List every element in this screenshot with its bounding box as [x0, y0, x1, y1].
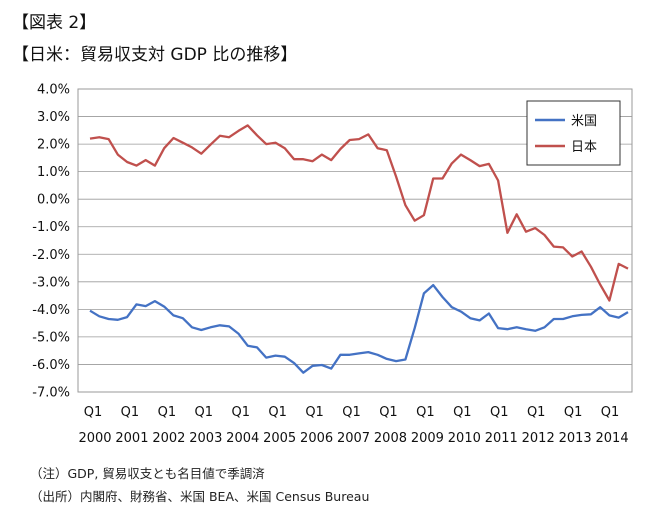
figure-label: 【図表 2】 [12, 13, 97, 33]
legend-box [526, 100, 621, 166]
y-tick-label: 1.0% [37, 165, 70, 180]
y-tick-label: -3.0% [32, 275, 70, 290]
y-tick-label: -7.0% [32, 386, 70, 401]
y-tick-label: 2.0% [37, 138, 70, 153]
x-tick-quarter-label: Q1 [231, 405, 250, 420]
y-tick-label: -1.0% [32, 220, 70, 235]
x-tick-quarter-label: Q1 [84, 405, 103, 420]
x-tick-year-label: 2010 [448, 431, 481, 446]
x-tick-year-label: 2001 [115, 431, 148, 446]
x-tick-quarter-label: Q1 [416, 405, 435, 420]
x-tick-year-label: 2007 [337, 431, 370, 446]
y-tick-label: 4.0% [37, 83, 70, 98]
x-tick-quarter-label: Q1 [601, 405, 620, 420]
y-tick-label: -4.0% [32, 303, 70, 318]
x-tick-year-label: 2009 [411, 431, 444, 446]
y-tick-label: 3.0% [37, 110, 70, 125]
x-tick-year-label: 2005 [263, 431, 296, 446]
x-tick-year-label: 2000 [78, 431, 111, 446]
y-tick-label: -6.0% [32, 358, 70, 373]
x-tick-quarter-label: Q1 [268, 405, 287, 420]
note-annotation: （注）GDP, 貿易収支とも名目値で季調済 [30, 466, 265, 481]
x-tick-year-label: 2008 [374, 431, 407, 446]
series-line-japan [89, 124, 629, 302]
x-tick-quarter-label: Q1 [195, 405, 214, 420]
y-tick-label: 0.0% [37, 193, 70, 208]
x-tick-year-label: 2006 [300, 431, 333, 446]
y-tick-label: -5.0% [32, 330, 70, 345]
chart-title: 【日米：貿易収支対 GDP 比の推移】 [12, 45, 298, 65]
x-tick-year-label: 2011 [485, 431, 518, 446]
x-tick-quarter-label: Q1 [453, 405, 472, 420]
x-tick-year-label: 2002 [152, 431, 185, 446]
x-tick-quarter-label: Q1 [342, 405, 361, 420]
x-tick-quarter-label: Q1 [564, 405, 583, 420]
x-tick-year-label: 2003 [189, 431, 222, 446]
legend-label: 日本 [571, 140, 597, 155]
x-tick-quarter-label: Q1 [121, 405, 140, 420]
legend-label: 米国 [571, 114, 597, 129]
x-tick-quarter-label: Q1 [158, 405, 177, 420]
x-tick-year-label: 2013 [559, 431, 592, 446]
x-tick-quarter-label: Q1 [305, 405, 324, 420]
x-tick-year-label: 2004 [226, 431, 259, 446]
x-tick-quarter-label: Q1 [490, 405, 509, 420]
x-tick-quarter-label: Q1 [379, 405, 398, 420]
series-line-us [89, 283, 629, 374]
x-tick-quarter-label: Q1 [527, 405, 546, 420]
x-tick-year-label: 2014 [596, 431, 629, 446]
source-annotation: （出所）内閣府、財務省、米国 BEA、米国 Census Bureau [30, 489, 370, 504]
x-tick-year-label: 2012 [522, 431, 555, 446]
y-tick-label: -2.0% [32, 248, 70, 263]
